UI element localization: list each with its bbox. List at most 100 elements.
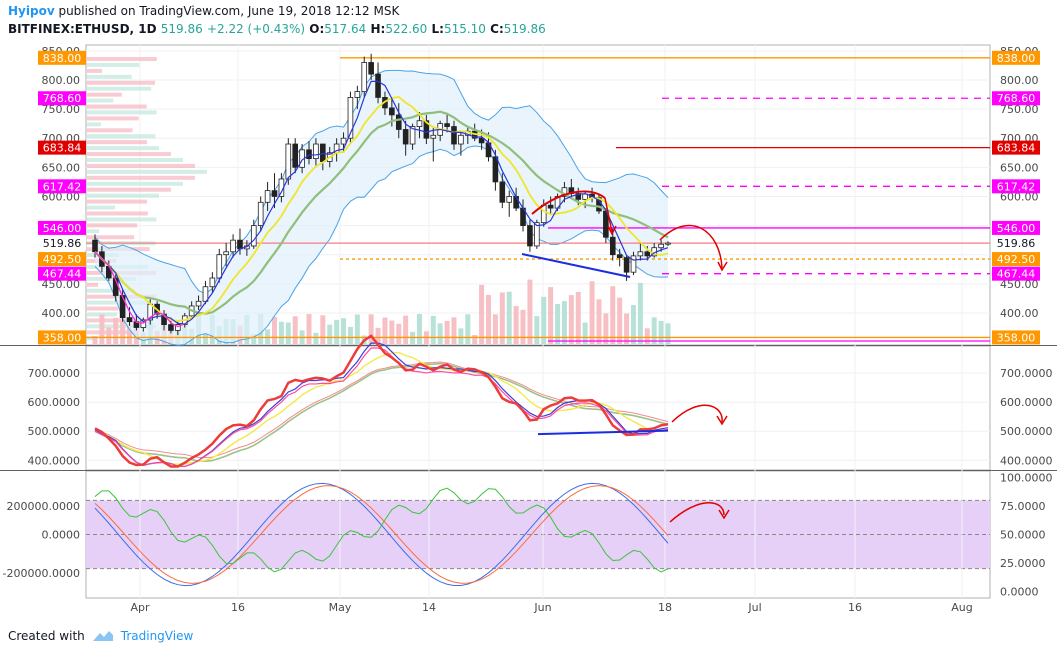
volume-bar — [313, 332, 319, 344]
volume-profile-bar — [87, 187, 171, 192]
price-tick-left: 450.00 — [42, 278, 81, 291]
low-label: L: — [431, 22, 444, 36]
volume-bar — [575, 291, 581, 344]
candle-body — [402, 129, 409, 145]
time-tick: 14 — [422, 601, 436, 614]
volume-bar — [651, 317, 657, 344]
volume-bar — [624, 313, 630, 344]
volume-bar — [347, 326, 353, 344]
price-tag-label: 768.60 — [997, 92, 1036, 105]
created-with-label: Created with — [8, 629, 85, 643]
moving-averages — [94, 80, 669, 328]
volume-bar — [327, 324, 333, 344]
price-tag-label: 546.00 — [997, 222, 1036, 235]
candle-body — [209, 277, 216, 288]
volume-profile-bar — [87, 223, 138, 228]
volume-bar — [382, 317, 388, 344]
candle-body — [630, 255, 637, 273]
publish-info: published on TradingView.com, June 19, 2… — [54, 4, 400, 18]
price-tag-left — [38, 179, 86, 194]
candle-body — [527, 225, 533, 247]
volume-profile-bar — [87, 336, 97, 341]
volume-bar — [389, 320, 395, 344]
candle-body — [361, 62, 368, 93]
time-tick: 18 — [658, 601, 672, 614]
volume-profile-bar — [87, 104, 147, 109]
time-tick: Jun — [533, 601, 551, 614]
open-value: 517.64 — [324, 22, 367, 36]
osc3-tick-right: 50.0000 — [1000, 529, 1046, 542]
price-tag-right — [992, 236, 1040, 251]
candle-body — [451, 126, 457, 145]
tradingview-link[interactable]: TradingView — [120, 629, 194, 643]
price-tick-right: 600.00 — [1000, 190, 1039, 203]
candle-body — [285, 143, 292, 180]
candle-body — [389, 107, 395, 116]
volume-bar — [617, 297, 623, 344]
candle-body — [216, 254, 223, 279]
candle-body — [320, 143, 326, 162]
volume-bar — [582, 322, 588, 344]
osc-line-salmon — [94, 361, 669, 459]
author-name[interactable]: Hyipov — [8, 4, 55, 18]
candle-body — [92, 239, 98, 253]
candle-body — [375, 73, 381, 98]
price-tag-left — [38, 220, 86, 235]
volume-bar — [92, 336, 98, 344]
bollinger-lower — [94, 145, 669, 346]
price-tag-left — [38, 140, 86, 155]
ma-mid — [94, 95, 669, 322]
volume-bar — [306, 314, 312, 344]
ohlc-line: BITFINEX:ETHUSD, 1D 519.86 +2.22 (+0.43%… — [8, 22, 546, 36]
price-tick-left: 400.00 — [42, 307, 81, 320]
price-tag-right — [992, 140, 1040, 155]
candle-body — [271, 190, 278, 197]
time-tick: Apr — [130, 601, 150, 614]
last-price: 519.86 — [160, 22, 203, 36]
candle-body — [409, 126, 416, 145]
price-tag-label: 358.00 — [43, 331, 82, 344]
volume-bar — [271, 316, 277, 344]
price-tag-label: 467.44 — [997, 268, 1036, 281]
price-tick-left: 800.00 — [42, 74, 81, 87]
volume-bar — [568, 295, 574, 344]
bollinger-upper — [94, 69, 669, 295]
volume-profile-bar — [87, 169, 207, 174]
candle-body — [223, 251, 229, 256]
volume-profile-bar — [87, 80, 156, 85]
volume-bar — [506, 291, 512, 344]
price-tag-label: 617.42 — [43, 180, 82, 193]
pane1-drawings — [521, 190, 728, 278]
volume-bar — [458, 328, 464, 344]
volume-bar — [644, 328, 650, 344]
volume-profile-bar — [87, 57, 157, 61]
candle-body — [202, 286, 209, 302]
volume-bar — [561, 301, 567, 344]
osc3-tick-right: 75.0000 — [1000, 500, 1046, 513]
symbol-label: BITFINEX:ETHUSD, 1D — [8, 22, 157, 36]
volume-bar — [637, 282, 643, 344]
candle-body — [458, 134, 464, 145]
volume-profile-bar — [87, 110, 157, 115]
axis-labels: 850.00850.00800.00800.00750.00750.00700.… — [3, 45, 1053, 614]
candle-body — [658, 243, 664, 249]
candle-body — [478, 137, 485, 144]
chart-canvas[interactable]: 850.00850.00800.00800.00750.00750.00700.… — [0, 0, 1057, 620]
candle-body — [534, 222, 540, 247]
volume-bar — [548, 287, 554, 344]
osc-line-blue — [94, 342, 669, 468]
pane3-lines — [94, 482, 730, 587]
candle-body — [368, 62, 374, 75]
time-tick: Aug — [951, 601, 972, 614]
candle-body — [257, 201, 264, 226]
osc-tick-right: 500.0000 — [1000, 425, 1053, 438]
volume-profile-bar — [87, 163, 195, 168]
ma-slow — [94, 110, 669, 315]
volume-bar — [375, 327, 381, 344]
price-tag-right — [992, 91, 1040, 106]
volume-bar — [334, 319, 340, 344]
volume-bar — [486, 294, 492, 344]
price-tick-right: 400.00 — [1000, 307, 1039, 320]
candle-body — [250, 225, 257, 247]
volume-profile-bar — [87, 282, 99, 287]
